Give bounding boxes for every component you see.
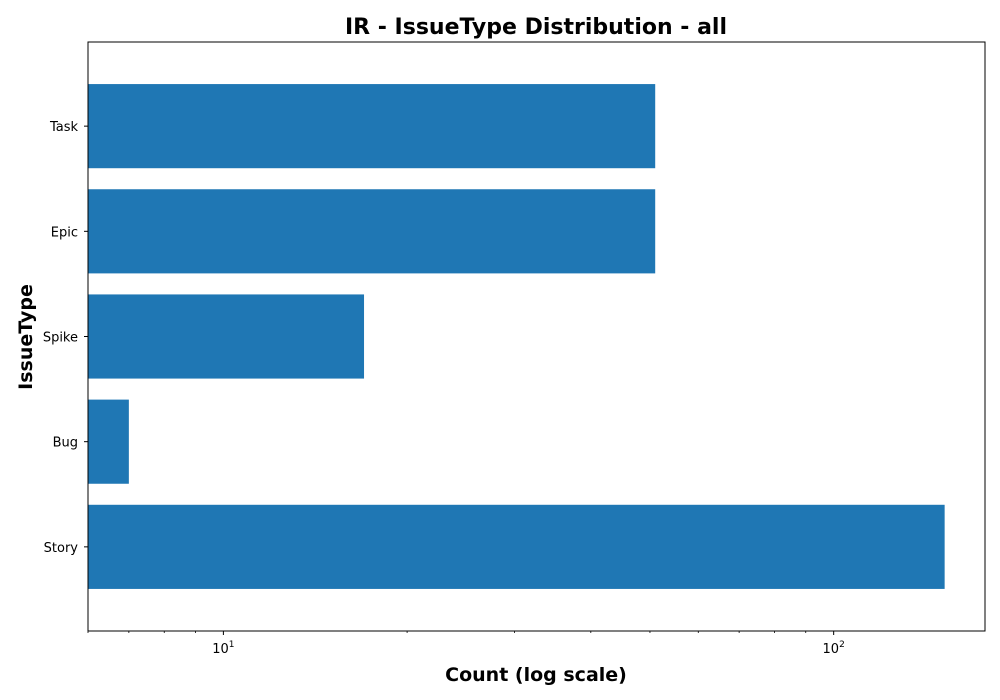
x-tick-label: 101 xyxy=(212,640,234,657)
bar-story xyxy=(88,504,945,589)
x-axis-ticks: 101 102 xyxy=(87,631,845,657)
y-tick-label: Epic xyxy=(51,225,78,240)
y-tick-label: Task xyxy=(49,120,79,135)
y-tick-label: Story xyxy=(44,541,79,556)
y-tick-label: Bug xyxy=(53,436,78,451)
plot-frame xyxy=(87,41,986,632)
y-axis-ticks: Story Bug Spike Epic Task xyxy=(43,120,88,556)
y-axis-label: IssueType xyxy=(15,284,37,390)
y-tick-label: Spike xyxy=(43,331,78,346)
bar-task xyxy=(88,84,656,169)
bar-bug xyxy=(88,399,129,484)
x-axis-label: Count (log scale) xyxy=(445,664,627,686)
bar-spike xyxy=(88,294,365,379)
bar-group xyxy=(88,84,945,589)
x-tick-label: 102 xyxy=(823,640,845,657)
chart-title: IR - IssueType Distribution - all xyxy=(345,15,727,40)
bar-epic xyxy=(88,189,656,274)
